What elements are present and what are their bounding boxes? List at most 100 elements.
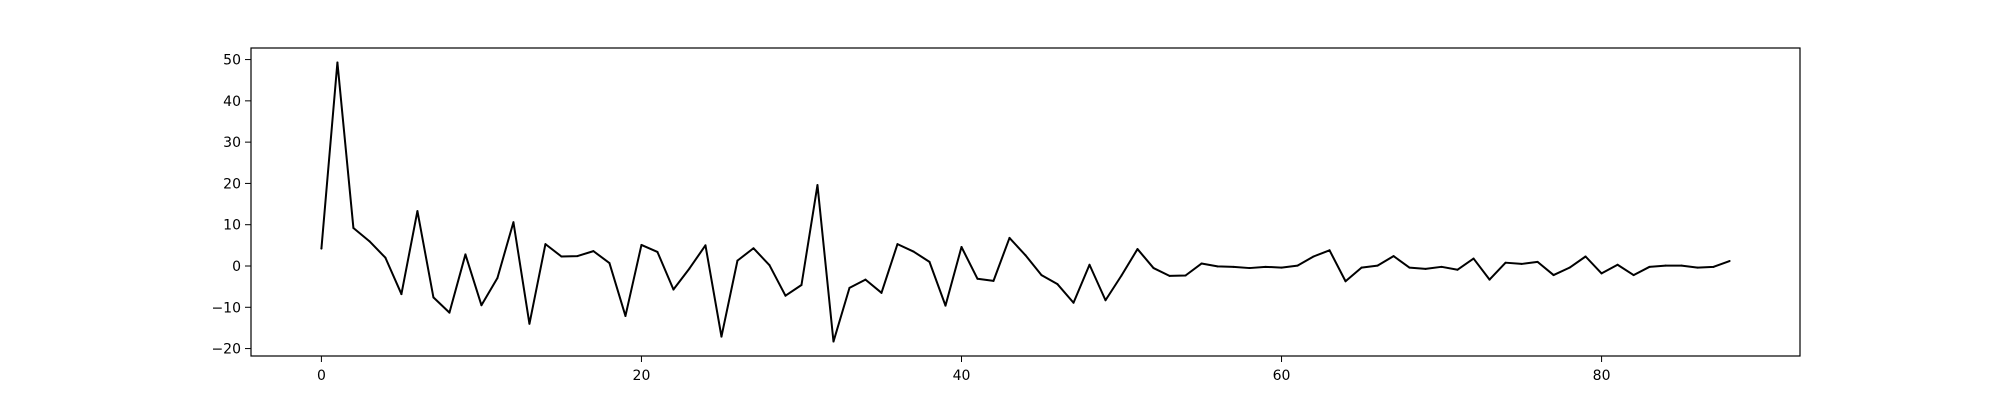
data-point bbox=[1536, 260, 1539, 263]
data-point bbox=[912, 250, 915, 253]
data-point bbox=[672, 288, 675, 291]
x-tick-label: 40 bbox=[953, 368, 971, 384]
data-point bbox=[1072, 301, 1075, 304]
data-point bbox=[1728, 260, 1731, 263]
data-point bbox=[384, 256, 387, 259]
data-point bbox=[720, 335, 723, 338]
data-point bbox=[1392, 255, 1395, 258]
data-point bbox=[640, 243, 643, 246]
data-point bbox=[1520, 262, 1523, 265]
data-point bbox=[1504, 261, 1507, 264]
data-point bbox=[1456, 268, 1459, 271]
data-point bbox=[1648, 265, 1651, 268]
data-point bbox=[1008, 236, 1011, 239]
data-point bbox=[816, 184, 819, 187]
data-point bbox=[944, 304, 947, 307]
data-point bbox=[1120, 274, 1123, 277]
data-point bbox=[1712, 265, 1715, 268]
data-point bbox=[880, 291, 883, 294]
data-point bbox=[1312, 255, 1315, 258]
data-point bbox=[528, 322, 531, 325]
y-tick-label: 50 bbox=[223, 53, 241, 69]
x-axis: 0 20 40 60 80 bbox=[317, 356, 1610, 384]
data-point bbox=[320, 247, 323, 250]
data-points bbox=[320, 61, 1731, 343]
data-point bbox=[800, 283, 803, 286]
data-point bbox=[1344, 280, 1347, 283]
data-point bbox=[624, 314, 627, 317]
data-point bbox=[1440, 265, 1443, 268]
x-tick-label: 0 bbox=[317, 368, 326, 384]
data-point bbox=[352, 227, 355, 230]
data-point bbox=[752, 247, 755, 250]
data-point bbox=[1152, 267, 1155, 270]
data-point bbox=[1296, 264, 1299, 267]
data-point bbox=[608, 262, 611, 265]
data-point bbox=[768, 264, 771, 267]
data-point bbox=[832, 340, 835, 343]
data-point bbox=[656, 250, 659, 253]
data-point bbox=[992, 279, 995, 282]
data-point bbox=[1584, 255, 1587, 258]
data-point bbox=[1200, 262, 1203, 265]
data-point bbox=[1664, 264, 1667, 267]
data-point bbox=[976, 277, 979, 280]
data-point bbox=[1136, 248, 1139, 251]
data-point bbox=[1184, 274, 1187, 277]
data-point bbox=[1408, 266, 1411, 269]
data-point bbox=[576, 255, 579, 258]
y-tick-label: 40 bbox=[223, 94, 241, 110]
data-point bbox=[1568, 266, 1571, 269]
data-point bbox=[1472, 257, 1475, 260]
y-tick-label: −10 bbox=[211, 300, 241, 316]
data-point bbox=[368, 240, 371, 243]
data-point bbox=[1616, 263, 1619, 266]
data-point bbox=[544, 243, 547, 246]
data-point bbox=[400, 293, 403, 296]
y-axis: −20 −10 0 10 20 30 40 50 bbox=[211, 53, 251, 358]
data-point bbox=[1680, 264, 1683, 267]
data-point bbox=[928, 260, 931, 263]
data-point bbox=[960, 246, 963, 249]
data-point bbox=[1424, 267, 1427, 270]
data-point bbox=[1056, 283, 1059, 286]
data-point bbox=[1088, 263, 1091, 266]
x-tick-label: 60 bbox=[1273, 368, 1291, 384]
data-point bbox=[1168, 274, 1171, 277]
data-point bbox=[464, 253, 467, 256]
data-point bbox=[432, 296, 435, 299]
y-tick-label: 10 bbox=[223, 218, 241, 234]
y-tick-label: 20 bbox=[223, 176, 241, 192]
data-point bbox=[1360, 266, 1363, 269]
data-point bbox=[592, 250, 595, 253]
plot-area-frame bbox=[250, 47, 1801, 357]
data-point bbox=[1328, 249, 1331, 252]
data-point bbox=[1024, 254, 1027, 257]
data-point bbox=[1280, 266, 1283, 269]
data-point bbox=[896, 243, 899, 246]
data-point bbox=[1488, 278, 1491, 281]
data-point bbox=[1104, 299, 1107, 302]
data-point bbox=[560, 255, 563, 258]
data-point bbox=[704, 244, 707, 247]
data-point bbox=[496, 276, 499, 279]
data-point bbox=[848, 286, 851, 289]
y-tick-label: 0 bbox=[232, 259, 241, 275]
data-point bbox=[1232, 265, 1235, 268]
data-point bbox=[1600, 272, 1603, 275]
data-point bbox=[336, 61, 339, 64]
data-point bbox=[1248, 267, 1251, 270]
data-point bbox=[1216, 265, 1219, 268]
data-point bbox=[1264, 265, 1267, 268]
data-point bbox=[1696, 266, 1699, 269]
data-point bbox=[1552, 274, 1555, 277]
data-point bbox=[864, 278, 867, 281]
data-point bbox=[1632, 274, 1635, 277]
y-tick-label: 30 bbox=[223, 135, 241, 151]
x-tick-label: 20 bbox=[633, 368, 651, 384]
data-point bbox=[736, 259, 739, 262]
data-point bbox=[688, 267, 691, 270]
data-point bbox=[1376, 264, 1379, 267]
